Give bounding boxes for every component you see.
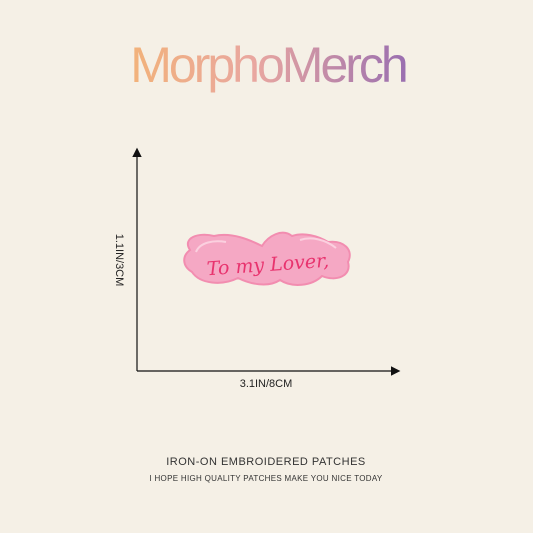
footer-subtitle: I HOPE HIGH QUALITY PATCHES MAKE YOU NIC…: [149, 474, 382, 483]
patch: To my Lover,: [183, 231, 351, 286]
width-label: 3.1IN/8CM: [240, 378, 293, 390]
brand-logo: MorphoMerch: [130, 37, 406, 93]
height-label: 1.1IN/3CM: [113, 234, 125, 287]
footer-title: IRON-ON EMBROIDERED PATCHES: [166, 456, 366, 468]
